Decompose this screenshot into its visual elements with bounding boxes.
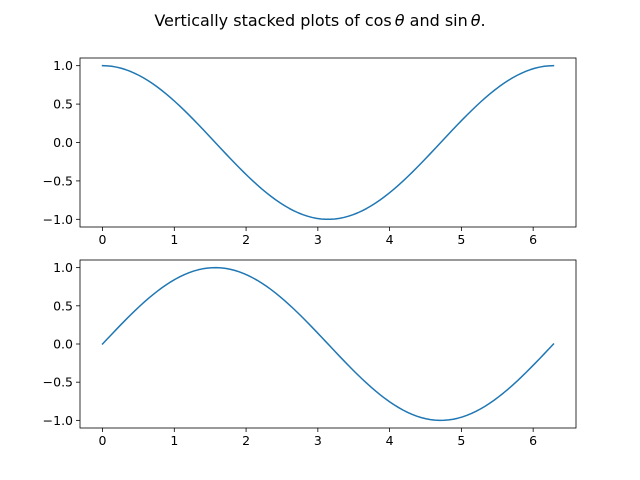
top-xtick-label: 4 <box>386 232 394 247</box>
bottom-sine-axes: 0 1 2 3 4 5 6 1.0 0.5 0.0 −0.5 −1.0 <box>43 259 577 448</box>
figure-suptitle: Vertically stacked plots of cos θ and sin… <box>154 11 485 30</box>
top-axes-frame <box>79 57 577 228</box>
bottom-xtick-label: 1 <box>170 433 178 448</box>
bottom-xtick-label: 2 <box>242 433 250 448</box>
top-ytick-label: 1.0 <box>53 58 73 73</box>
top-cosine-axes: 0 1 2 3 4 5 6 1.0 0.5 0.0 −0.5 −1.0 <box>43 57 577 247</box>
bottom-ytick-label: −0.5 <box>43 375 73 390</box>
top-ytick-label: −0.5 <box>43 173 73 188</box>
bottom-xtick-label: 4 <box>386 433 394 448</box>
top-xtick-label: 6 <box>529 232 537 247</box>
bottom-xtick-label: 0 <box>99 433 107 448</box>
bottom-ytick-label: 0.0 <box>53 337 73 352</box>
bottom-ytick-label: 0.5 <box>53 298 73 313</box>
top-ytick-label: 0.5 <box>53 97 73 112</box>
top-xtick-label: 1 <box>170 232 178 247</box>
top-ytick-label: 0.0 <box>53 135 73 150</box>
cosine-series-line <box>101 64 555 221</box>
bottom-xtick-label: 5 <box>457 433 465 448</box>
bottom-ytick-label: 1.0 <box>53 260 73 275</box>
bottom-xtick-label: 3 <box>314 433 322 448</box>
top-xtick-label: 5 <box>457 232 465 247</box>
bottom-xtick-label: 6 <box>529 433 537 448</box>
top-ytick-label: −1.0 <box>43 212 73 227</box>
top-xtick-label: 2 <box>242 232 250 247</box>
top-axes-ticks: 0 1 2 3 4 5 6 1.0 0.5 0.0 −0.5 −1.0 <box>43 58 538 247</box>
top-xtick-label: 0 <box>99 232 107 247</box>
sine-series-line <box>101 266 555 422</box>
bottom-axes-ticks: 0 1 2 3 4 5 6 1.0 0.5 0.0 −0.5 −1.0 <box>43 260 538 448</box>
top-xtick-label: 3 <box>314 232 322 247</box>
bottom-ytick-label: −1.0 <box>43 413 73 428</box>
